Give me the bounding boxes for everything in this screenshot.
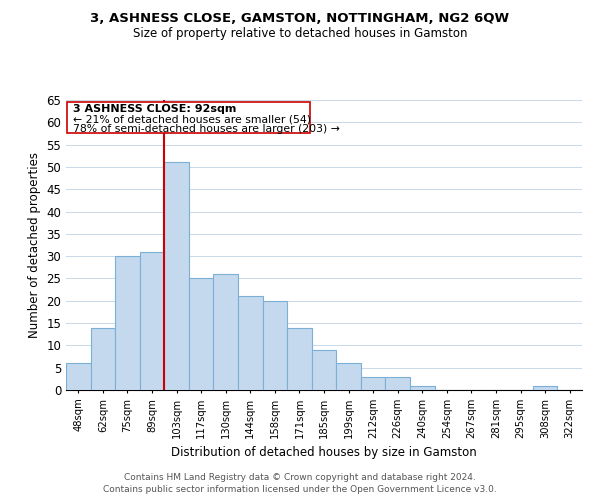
Bar	[263, 301, 287, 390]
Bar	[189, 278, 214, 390]
Bar	[164, 162, 189, 390]
Text: 78% of semi-detached houses are larger (203) →: 78% of semi-detached houses are larger (…	[73, 124, 340, 134]
Text: Contains public sector information licensed under the Open Government Licence v3: Contains public sector information licen…	[103, 485, 497, 494]
Bar	[214, 274, 238, 390]
Y-axis label: Number of detached properties: Number of detached properties	[28, 152, 41, 338]
Bar	[533, 386, 557, 390]
X-axis label: Distribution of detached houses by size in Gamston: Distribution of detached houses by size …	[171, 446, 477, 460]
Text: 3 ASHNESS CLOSE: 92sqm: 3 ASHNESS CLOSE: 92sqm	[73, 104, 237, 115]
Bar	[140, 252, 164, 390]
Text: Size of property relative to detached houses in Gamston: Size of property relative to detached ho…	[133, 28, 467, 40]
Bar	[115, 256, 140, 390]
Bar	[361, 376, 385, 390]
Bar	[410, 386, 434, 390]
Bar	[312, 350, 336, 390]
Text: ← 21% of detached houses are smaller (54): ← 21% of detached houses are smaller (54…	[73, 114, 311, 124]
Bar	[336, 363, 361, 390]
FancyBboxPatch shape	[67, 102, 310, 134]
Bar	[238, 296, 263, 390]
Bar	[287, 328, 312, 390]
Text: Contains HM Land Registry data © Crown copyright and database right 2024.: Contains HM Land Registry data © Crown c…	[124, 472, 476, 482]
Bar	[385, 376, 410, 390]
Bar	[91, 328, 115, 390]
Bar	[66, 363, 91, 390]
Text: 3, ASHNESS CLOSE, GAMSTON, NOTTINGHAM, NG2 6QW: 3, ASHNESS CLOSE, GAMSTON, NOTTINGHAM, N…	[91, 12, 509, 26]
